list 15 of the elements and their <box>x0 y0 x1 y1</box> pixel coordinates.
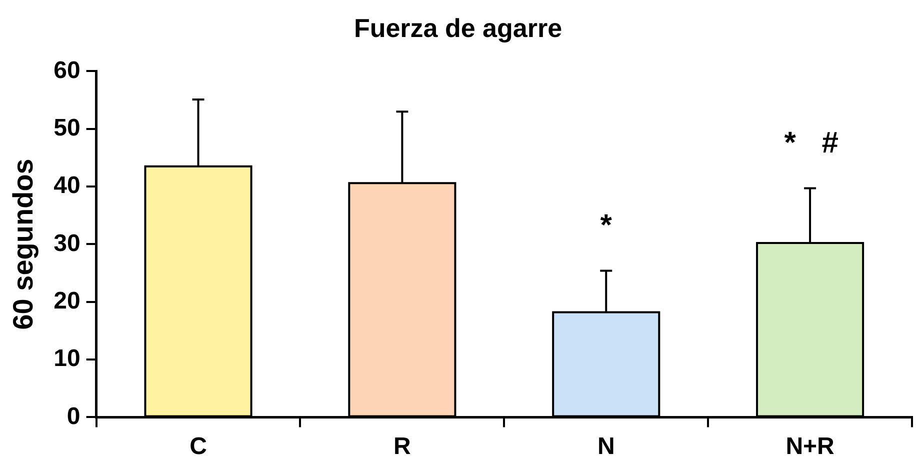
x-tick-label: N+R <box>786 433 834 460</box>
y-tick-label: 50 <box>54 114 80 142</box>
x-tick-label: R <box>394 433 411 460</box>
y-tick-label: 30 <box>54 230 80 257</box>
x-tick-label: C <box>190 433 207 460</box>
x-tick-label: N <box>597 433 615 460</box>
y-tick-label: 0 <box>66 402 80 430</box>
annotation: * # <box>784 126 839 160</box>
y-tick-label: 60 <box>54 56 80 84</box>
y-axis-title: 60 segundos <box>8 158 39 330</box>
annotation: * <box>600 208 612 242</box>
chart-title: Fuerza de agarre <box>354 12 562 43</box>
y-tick-label: 20 <box>54 287 80 314</box>
y-tick-label: 40 <box>54 172 80 200</box>
y-tick-label: 10 <box>54 345 80 372</box>
